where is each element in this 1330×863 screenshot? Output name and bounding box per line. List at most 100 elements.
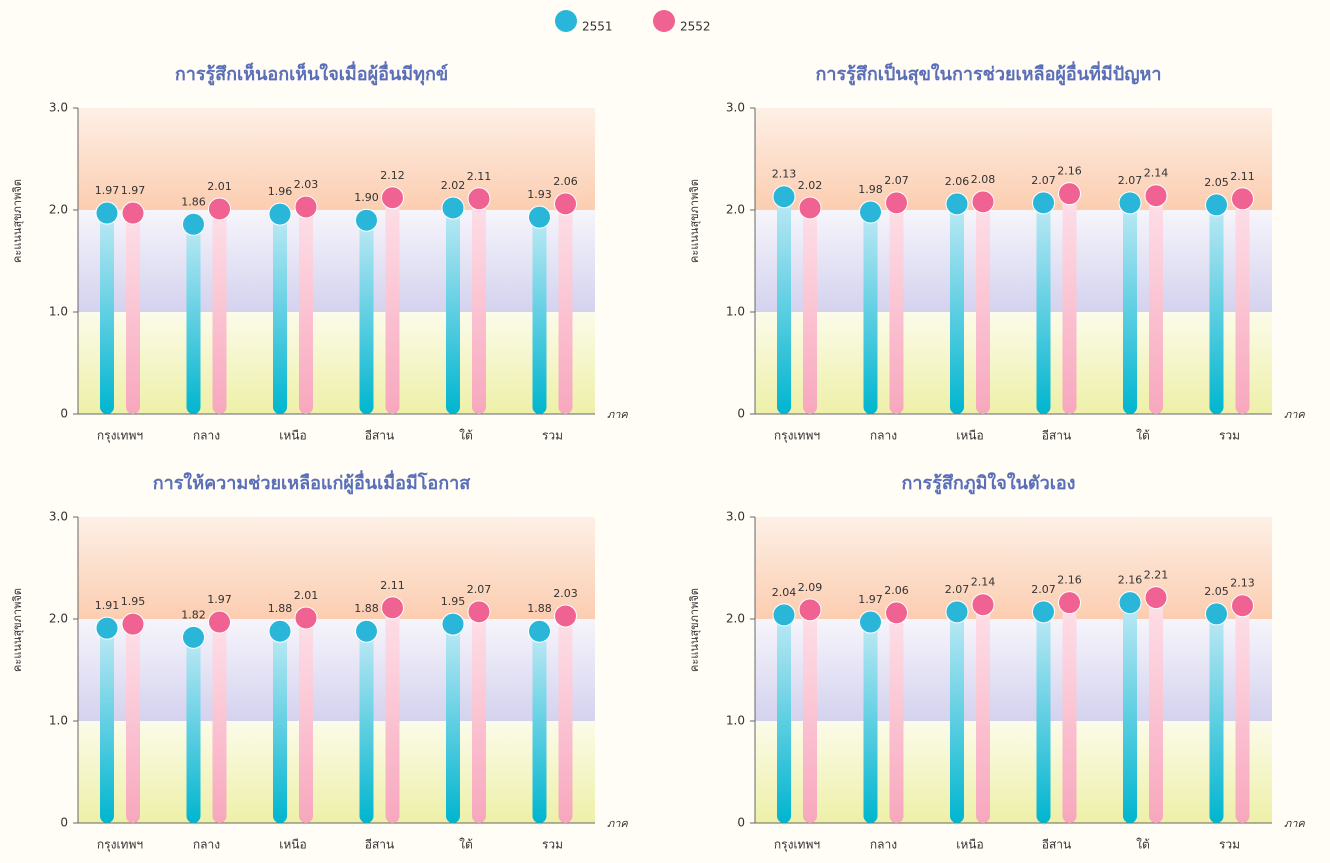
bar — [950, 203, 964, 414]
legend-label: 2551 — [582, 20, 613, 34]
bar — [777, 196, 791, 414]
value-label: 2.14 — [971, 576, 996, 589]
balloon — [945, 600, 969, 624]
balloon — [95, 616, 119, 640]
value-label: 1.97 — [95, 184, 120, 197]
y-tick-label: 1.0 — [49, 305, 68, 319]
bar — [532, 217, 547, 414]
band — [78, 210, 595, 312]
y-tick-label: 0 — [60, 816, 68, 830]
balloon — [121, 201, 145, 225]
value-label: 2.06 — [884, 584, 909, 597]
value-label: 2.02 — [798, 179, 823, 192]
bar — [1149, 597, 1163, 823]
bar — [1209, 613, 1224, 823]
value-label: 1.90 — [354, 191, 379, 204]
balloon — [1032, 191, 1055, 215]
balloon — [1231, 594, 1254, 618]
y-tick-label: 1.0 — [49, 714, 68, 728]
bar — [472, 611, 486, 823]
x-tick-label: เหนือ — [279, 429, 306, 443]
y-axis-title: คะแนนสุขภาพจิต — [688, 179, 701, 263]
value-label: 2.06 — [553, 175, 578, 188]
y-tick-label: 3.0 — [49, 510, 68, 524]
value-label: 2.03 — [553, 587, 578, 600]
band — [78, 517, 595, 619]
balloon — [355, 619, 378, 643]
value-label: 1.91 — [95, 599, 120, 612]
balloon — [294, 195, 318, 219]
bar — [186, 224, 201, 414]
bar — [532, 631, 547, 823]
x-tick-label: รวม — [542, 429, 563, 443]
bar — [186, 637, 201, 823]
balloon — [1144, 184, 1168, 208]
balloon — [381, 596, 404, 620]
x-tick-label: รวม — [1219, 838, 1240, 852]
value-label: 1.98 — [858, 183, 883, 196]
balloon — [208, 610, 231, 634]
x-tick-label: อีสาน — [1042, 429, 1071, 443]
balloon — [528, 619, 551, 643]
value-label: 2.16 — [1118, 574, 1143, 587]
x-tick-label: ใต้ — [459, 838, 473, 852]
balloon — [885, 191, 908, 215]
value-label: 1.95 — [121, 595, 146, 608]
value-label: 1.96 — [268, 185, 293, 198]
bar — [359, 220, 374, 414]
x-tick-label: กรุงเทพฯ — [97, 429, 143, 444]
balloon — [772, 185, 796, 209]
y-tick-label: 2.0 — [49, 203, 68, 217]
value-label: 2.16 — [1057, 574, 1082, 587]
balloon — [294, 606, 318, 630]
bar — [273, 214, 287, 414]
band — [755, 517, 1272, 619]
bar — [1209, 204, 1224, 414]
bar — [100, 628, 114, 823]
value-label: 2.11 — [467, 170, 492, 183]
bar — [1062, 602, 1077, 823]
y-tick-label: 3.0 — [726, 510, 745, 524]
x-tick-label: อีสาน — [365, 838, 394, 852]
balloon — [355, 208, 378, 232]
balloon — [554, 604, 577, 628]
bar — [1235, 605, 1250, 823]
balloon — [1058, 591, 1081, 615]
balloon — [381, 186, 404, 210]
balloon — [441, 612, 465, 636]
balloon — [859, 200, 882, 224]
band — [78, 312, 595, 414]
chart-title: การรู้สึกภูมิใจในตัวเอง — [902, 472, 1076, 495]
chart-title: การรู้สึกเห็นอกเห็นใจเมื่อผู้อื่นมีทุกข์ — [175, 61, 448, 86]
band — [78, 721, 595, 823]
balloon — [554, 192, 577, 216]
band — [78, 108, 595, 210]
y-tick-label: 0 — [60, 407, 68, 421]
balloon — [1118, 591, 1142, 615]
bar — [446, 207, 460, 414]
value-label: 1.97 — [121, 184, 146, 197]
y-tick-label: 3.0 — [726, 101, 745, 115]
bar — [100, 213, 114, 414]
value-label: 2.13 — [772, 168, 797, 181]
value-label: 1.88 — [354, 602, 379, 615]
value-label: 1.93 — [527, 188, 552, 201]
value-label: 2.09 — [798, 581, 823, 594]
y-tick-label: 2.0 — [49, 612, 68, 626]
bar — [273, 631, 287, 823]
y-tick-label: 2.0 — [726, 612, 745, 626]
value-label: 1.86 — [181, 195, 206, 208]
x-tick-label: เหนือ — [956, 429, 983, 443]
balloon — [1205, 193, 1228, 217]
balloon — [859, 610, 882, 634]
bar — [777, 614, 791, 823]
balloon — [1205, 602, 1228, 626]
balloon — [528, 205, 551, 229]
value-label: 2.07 — [945, 583, 970, 596]
balloon — [798, 196, 822, 220]
band — [755, 210, 1272, 312]
value-label: 2.21 — [1144, 569, 1169, 582]
value-label: 1.82 — [181, 608, 206, 621]
value-label: 2.13 — [1230, 577, 1255, 590]
